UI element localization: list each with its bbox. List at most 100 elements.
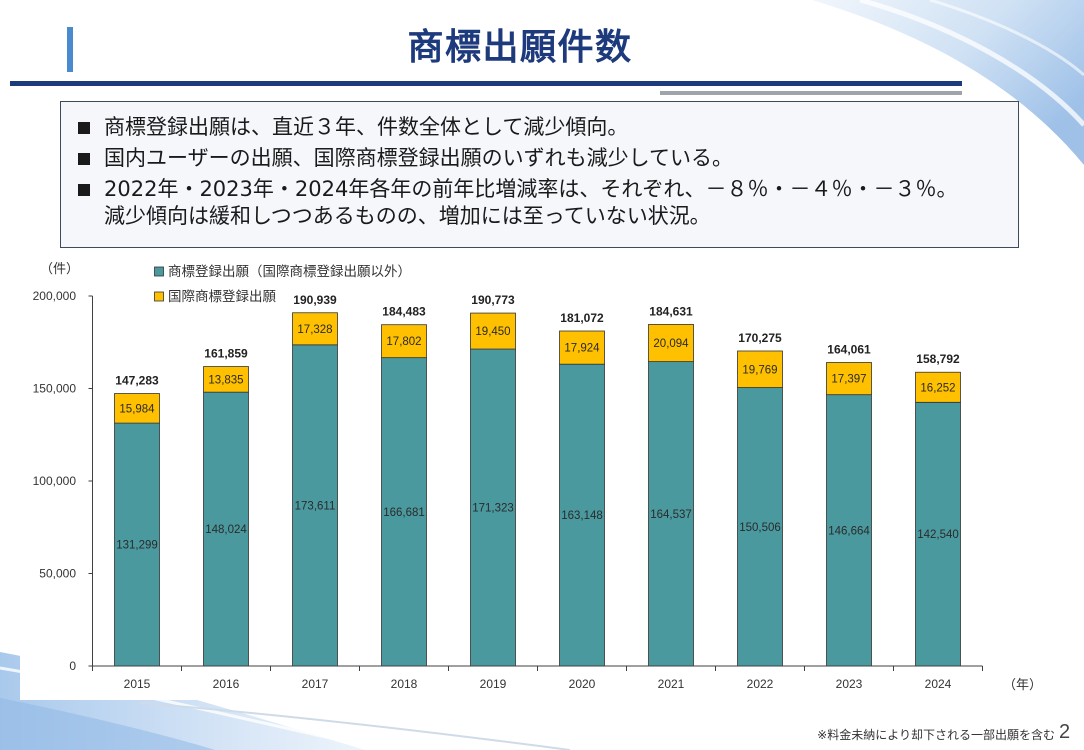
total-label-2022: 170,275 (738, 331, 782, 345)
bullet-text: 2022年・2023年・2024年各年の前年比増減率は、それぞれ、－８％・－４％… (104, 176, 958, 230)
total-label-2023: 164,061 (827, 342, 871, 356)
title-underline (10, 81, 962, 86)
y-tick-label: 100,000 (33, 474, 77, 488)
total-label-2021: 184,631 (649, 304, 693, 318)
bullet-square-icon (78, 121, 90, 134)
title-underline-secondary (660, 91, 962, 95)
data-label-domestic-2018: 166,681 (383, 507, 425, 519)
bar-segment-international-2024 (915, 371, 961, 403)
legend-label-international: 国際商標登録出願 (168, 289, 276, 305)
wave-top-right-highlight-2 (929, 0, 1084, 77)
data-label-international-2018: 17,802 (386, 336, 421, 348)
bullet-line: 2022年・2023年・2024年各年の前年比増減率は、それぞれ、－８％・－４％… (104, 177, 958, 201)
data-label-international-2016: 13,835 (208, 374, 243, 386)
total-label-2015: 147,283 (115, 374, 159, 388)
data-label-domestic-2022: 150,506 (739, 522, 781, 534)
bar-segment-international-2015 (114, 393, 160, 424)
data-label-domestic-2024: 142,540 (917, 529, 959, 541)
data-label-international-2017: 17,328 (297, 324, 332, 336)
wave-bottom-left-dark (0, 698, 215, 750)
bar-segment-international-2023 (826, 362, 872, 396)
legend-label-domestic: 商標登録出願（国際商標登録出願以外） (168, 264, 411, 280)
bar-segment-international-2020 (559, 330, 605, 365)
bar-segment-domestic-2020 (559, 363, 605, 667)
bar-segment-domestic-2022 (737, 387, 783, 667)
bar-segment-international-2019 (470, 312, 516, 350)
total-label-2018: 184,483 (382, 305, 426, 319)
data-label-domestic-2015: 131,299 (116, 540, 158, 552)
total-label-2017: 190,939 (293, 293, 337, 307)
total-label-2024: 158,792 (916, 352, 960, 366)
bar-segment-domestic-2023 (826, 394, 872, 667)
y-axis-unit-label: （件） (40, 262, 79, 277)
wave-bottom-left-line (139, 702, 571, 750)
bar-series: 131,299 15,984 147,283 148,024 13,835 161,859… (114, 293, 961, 667)
data-label-international-2023: 17,397 (831, 374, 866, 386)
y-tick-label: 0 (69, 659, 76, 673)
x-axis-unit-label: （年） (1003, 678, 1042, 693)
bar-segment-international-2018 (381, 324, 427, 359)
x-tick-label: 2019 (480, 677, 507, 691)
data-label-international-2022: 19,769 (742, 364, 777, 376)
bullet-item: 国内ユーザーの出願、国際商標登録出願のいずれも減少している。 (78, 145, 1008, 172)
data-label-international-2020: 17,924 (564, 343, 600, 355)
axes: 0 50,000 100,000 150,000 200,000 2015 2016 2017… (33, 289, 983, 691)
bar-segment-domestic-2024 (915, 401, 961, 667)
data-label-domestic-2019: 171,323 (472, 503, 514, 515)
x-tick-label: 2016 (213, 677, 240, 691)
bar-segment-international-2022 (737, 350, 783, 388)
data-label-domestic-2017: 173,611 (295, 500, 336, 512)
bar-segment-domestic-2021 (648, 361, 694, 667)
wave-top-right-highlight (859, 0, 1084, 127)
data-label-international-2021: 20,094 (653, 338, 689, 350)
x-tick-label: 2023 (836, 677, 863, 691)
wave-top-right (812, 0, 1084, 165)
data-label-international-2024: 16,252 (920, 382, 955, 394)
x-tick-label: 2022 (747, 677, 774, 691)
legend: 商標登録出願（国際商標登録出願以外） 国際商標登録出願 (154, 264, 411, 305)
x-tick-label: 2018 (391, 677, 418, 691)
bullet-text: 国内ユーザーの出願、国際商標登録出願のいずれも減少している。 (104, 145, 733, 172)
data-label-international-2015: 15,984 (119, 403, 155, 415)
bar-segment-international-2021 (648, 324, 694, 363)
chart-area: （件） 商標登録出願（国際商標登録出願以外） 国際商標登録出願 131,299 1… (20, 255, 1050, 700)
data-label-domestic-2021: 164,537 (650, 509, 692, 521)
x-tick-label: 2015 (124, 677, 151, 691)
bullet-item: 商標登録出願は、直近３年、件数全体として減少傾向。 (78, 114, 1008, 141)
x-tick-label: 2017 (302, 677, 329, 691)
bar-segment-domestic-2018 (381, 357, 427, 667)
data-label-domestic-2023: 146,664 (828, 525, 870, 537)
bullet-square-icon (78, 183, 90, 196)
bullet-text: 商標登録出願は、直近３年、件数全体として減少傾向。 (104, 114, 628, 141)
bar-segment-international-2017 (292, 312, 338, 346)
data-label-domestic-2020: 163,148 (561, 510, 603, 522)
bar-segment-international-2016 (203, 366, 249, 393)
legend-swatch-domestic (154, 266, 164, 277)
slide-title: 商標出願件数 (407, 27, 633, 68)
total-label-2019: 190,773 (471, 293, 515, 307)
y-tick-label: 50,000 (39, 567, 76, 581)
footnote: ※料金未納により却下される一部出願を含む (817, 728, 1055, 742)
data-label-domestic-2016: 148,024 (205, 524, 247, 536)
total-label-2016: 161,859 (204, 347, 248, 361)
stacked-bar-chart: （件） 商標登録出願（国際商標登録出願以外） 国際商標登録出願 131,2991… (33, 262, 1042, 693)
x-tick-label: 2024 (925, 677, 952, 691)
summary-box: 商標登録出願は、直近３年、件数全体として減少傾向。 国内ユーザーの出願、国際商標… (60, 101, 1019, 248)
x-tick-label: 2020 (569, 677, 596, 691)
bullet-line: 国内ユーザーの出願、国際商標登録出願のいずれも減少している。 (104, 146, 733, 170)
title-accent-bar (67, 27, 73, 72)
total-label-2020: 181,072 (560, 311, 604, 325)
bar-segment-domestic-2019 (470, 348, 516, 667)
x-tick-label: 2021 (658, 677, 685, 691)
page-number: 2 (1059, 721, 1071, 743)
legend-swatch-international (154, 291, 164, 302)
data-label-international-2019: 19,450 (475, 326, 510, 338)
bullet-line: 商標登録出願は、直近３年、件数全体として減少傾向。 (104, 115, 629, 139)
y-tick-label: 200,000 (33, 289, 77, 303)
bullet-line: 減少傾向は緩和しつつあるものの、増加には至っていない状況。 (104, 204, 711, 228)
bullet-item: 2022年・2023年・2024年各年の前年比増減率は、それぞれ、－８％・－４％… (78, 176, 1008, 230)
bar-segment-domestic-2016 (203, 391, 249, 667)
y-tick-label: 150,000 (33, 382, 77, 396)
bullet-square-icon (78, 152, 90, 165)
